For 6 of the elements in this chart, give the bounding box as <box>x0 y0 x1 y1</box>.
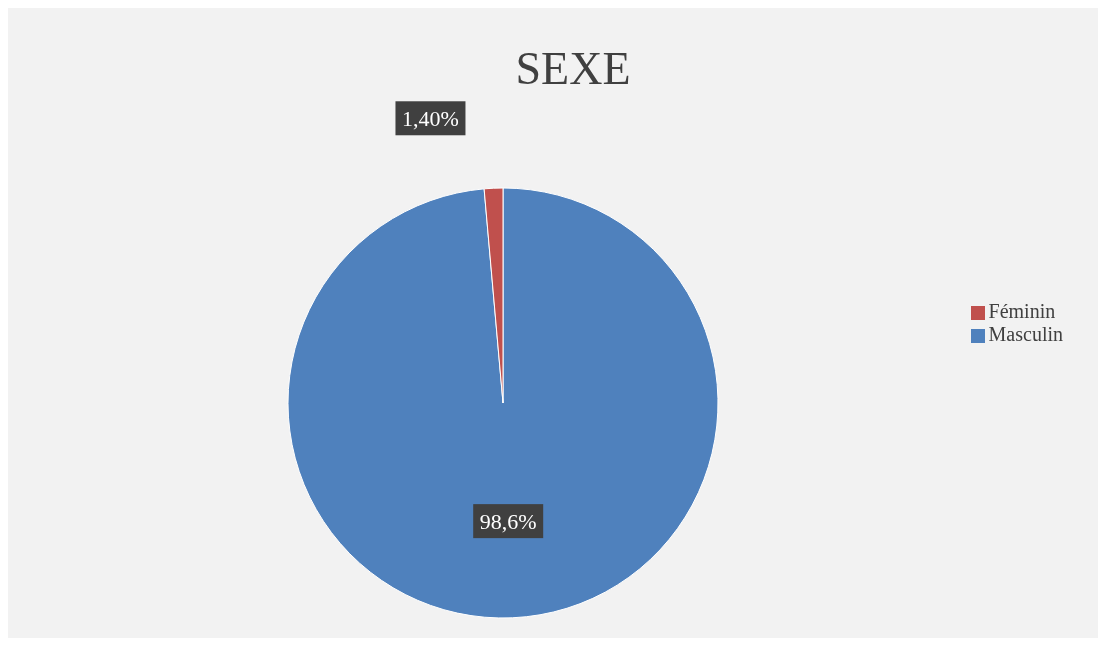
pie-slice <box>287 187 719 619</box>
data-label: 1,40% <box>402 105 459 131</box>
legend-label: Féminin <box>988 300 1056 322</box>
legend-label: Masculin <box>988 323 1063 345</box>
data-label: 98,6% <box>479 508 537 534</box>
chart-title: SEXE <box>515 42 631 94</box>
